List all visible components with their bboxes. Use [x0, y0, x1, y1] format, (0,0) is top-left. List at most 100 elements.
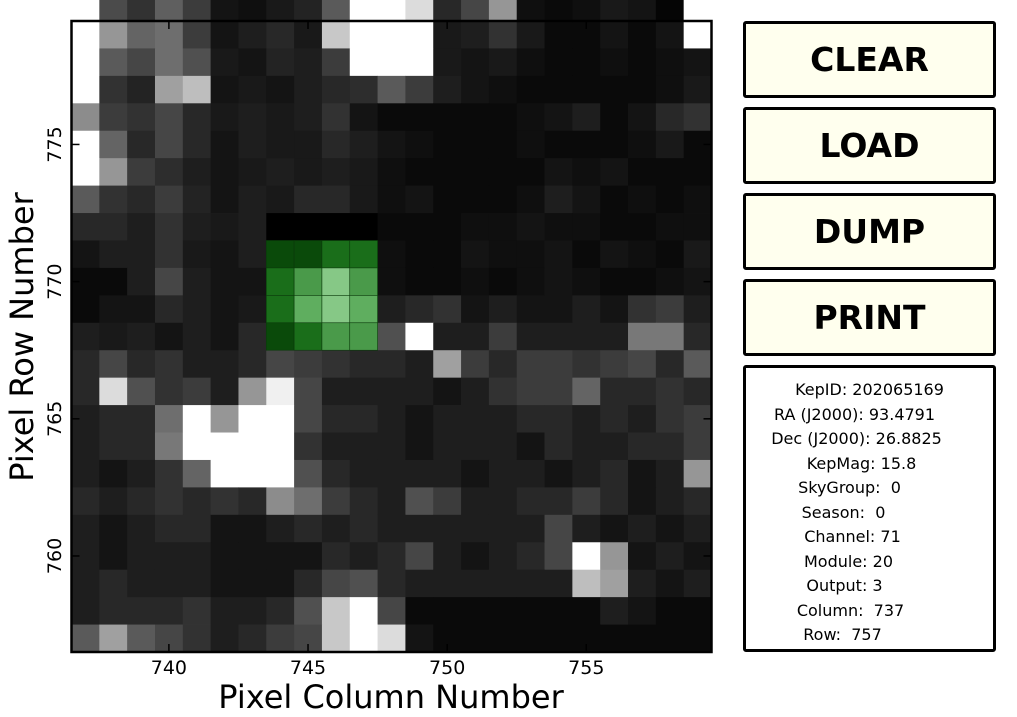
pixel-cell[interactable] — [210, 487, 239, 516]
pixel-cell[interactable] — [600, 21, 629, 49]
pixel-cell[interactable] — [210, 624, 239, 653]
pixel-cell[interactable] — [655, 322, 685, 351]
pixel-cell[interactable] — [461, 75, 490, 104]
pixel-cell[interactable] — [321, 158, 351, 186]
pixel-cell[interactable] — [655, 542, 685, 571]
pixel-cell[interactable] — [516, 21, 545, 49]
pixel-cell[interactable] — [488, 350, 518, 379]
pixel-cell[interactable] — [655, 0, 685, 22]
pixel-cell[interactable] — [405, 267, 434, 296]
pixel-cell[interactable] — [210, 213, 239, 241]
pixel-cell[interactable] — [488, 459, 518, 488]
pixel-cell[interactable] — [238, 0, 267, 22]
pixel-cell[interactable] — [544, 597, 573, 625]
pixel-cell[interactable] — [182, 432, 212, 461]
pixel-cell[interactable] — [544, 514, 573, 543]
pixel-cell[interactable] — [544, 267, 573, 296]
pixel-cell[interactable] — [294, 185, 323, 214]
pixel-cell[interactable] — [127, 48, 156, 77]
pixel-cell[interactable] — [182, 103, 212, 132]
pixel-cell[interactable] — [127, 213, 156, 241]
pixel-cell[interactable] — [71, 75, 100, 104]
pixel-cell[interactable] — [572, 350, 601, 379]
pixel-cell[interactable] — [655, 103, 685, 132]
pixel-cell[interactable] — [600, 185, 629, 214]
pixel-cell[interactable] — [461, 240, 490, 269]
pixel-cell[interactable] — [572, 158, 601, 186]
pixel-cell[interactable] — [488, 487, 518, 516]
pixel-cell[interactable] — [544, 0, 573, 22]
pixel-cell[interactable] — [182, 350, 212, 379]
pixel-cell[interactable] — [266, 130, 295, 159]
pixel-cell[interactable] — [461, 405, 490, 433]
pixel-cell[interactable] — [628, 21, 657, 49]
pixel-cell[interactable] — [544, 75, 573, 104]
pixel-cell[interactable] — [377, 295, 406, 324]
pixel-cell[interactable] — [405, 158, 434, 186]
pixel-cell[interactable] — [683, 597, 712, 625]
pixel-cell[interactable] — [433, 487, 462, 516]
pixel-cell[interactable] — [238, 21, 267, 49]
pixel-cell[interactable] — [600, 267, 629, 296]
pixel-cell[interactable] — [238, 75, 267, 104]
pixel-cell[interactable] — [600, 130, 629, 159]
pixel-cell[interactable] — [516, 185, 545, 214]
pixel-cell[interactable] — [572, 569, 601, 598]
pixel-cell[interactable] — [238, 597, 267, 625]
pixel-cell[interactable] — [544, 350, 573, 379]
pixel-cell[interactable] — [461, 21, 490, 49]
pixel-cell[interactable] — [99, 322, 128, 351]
pixel-cell[interactable] — [461, 432, 490, 461]
pixel-cell[interactable] — [628, 130, 657, 159]
pixel-cell[interactable] — [127, 158, 156, 186]
pixel-cell[interactable] — [405, 542, 434, 571]
pixel-cell[interactable] — [210, 130, 239, 159]
pixel-cell[interactable] — [238, 267, 267, 296]
pixel-cell[interactable] — [210, 48, 239, 77]
pixel-cell[interactable] — [210, 377, 239, 406]
pixel-cell[interactable] — [266, 0, 295, 22]
aperture-pixel[interactable] — [265, 240, 295, 269]
pixel-cell[interactable] — [488, 322, 518, 351]
pixel-cell[interactable] — [349, 350, 378, 379]
pixel-cell[interactable] — [321, 0, 351, 22]
pixel-cell[interactable] — [321, 569, 351, 598]
pixel-cell[interactable] — [600, 240, 629, 269]
pixel-cell[interactable] — [99, 21, 128, 49]
pixel-cell[interactable] — [628, 459, 657, 488]
pixel-cell[interactable] — [238, 295, 267, 324]
pixel-cell[interactable] — [516, 624, 545, 653]
pixel-cell[interactable] — [628, 213, 657, 241]
pixel-cell[interactable] — [127, 240, 156, 269]
pixel-cell[interactable] — [628, 75, 657, 104]
pixel-cell[interactable] — [516, 597, 545, 625]
pixel-cell[interactable] — [377, 75, 406, 104]
pixel-cell[interactable] — [544, 377, 573, 406]
pixel-cell[interactable] — [294, 459, 323, 488]
pixel-cell[interactable] — [377, 350, 406, 379]
pixel-cell[interactable] — [71, 377, 100, 406]
pixel-cell[interactable] — [655, 48, 685, 77]
pixel-cell[interactable] — [433, 432, 462, 461]
pixel-cell[interactable] — [600, 377, 629, 406]
pixel-cell[interactable] — [433, 213, 462, 241]
pixel-cell[interactable] — [127, 514, 156, 543]
pixel-cell[interactable] — [572, 130, 601, 159]
pixel-cell[interactable] — [182, 185, 212, 214]
pixel-cell[interactable] — [405, 48, 434, 77]
pixel-cell[interactable] — [238, 322, 267, 351]
pixel-cell[interactable] — [461, 295, 490, 324]
pixel-cell[interactable] — [572, 514, 601, 543]
pixel-cell[interactable] — [628, 267, 657, 296]
pixel-cell[interactable] — [405, 240, 434, 269]
pixel-cell[interactable] — [127, 542, 156, 571]
pixel-cell[interactable] — [488, 569, 518, 598]
pixel-cell[interactable] — [238, 487, 267, 516]
pixel-cell[interactable] — [71, 459, 100, 488]
pixel-cell[interactable] — [516, 459, 545, 488]
pixel-cell[interactable] — [127, 487, 156, 516]
pixel-cell[interactable] — [238, 405, 267, 433]
pixel-cell[interactable] — [182, 514, 212, 543]
pixel-cell[interactable] — [544, 158, 573, 186]
